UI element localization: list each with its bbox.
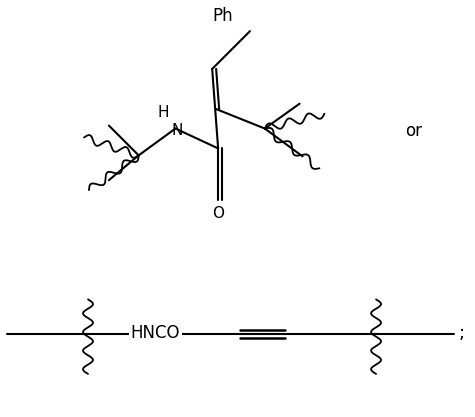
Text: H: H xyxy=(158,105,169,120)
Text: N: N xyxy=(172,123,183,138)
Text: Ph: Ph xyxy=(212,7,233,25)
Text: HNCO: HNCO xyxy=(131,324,180,342)
Text: or: or xyxy=(405,121,422,140)
Text: O: O xyxy=(212,206,224,221)
Text: ;: ; xyxy=(458,324,465,342)
